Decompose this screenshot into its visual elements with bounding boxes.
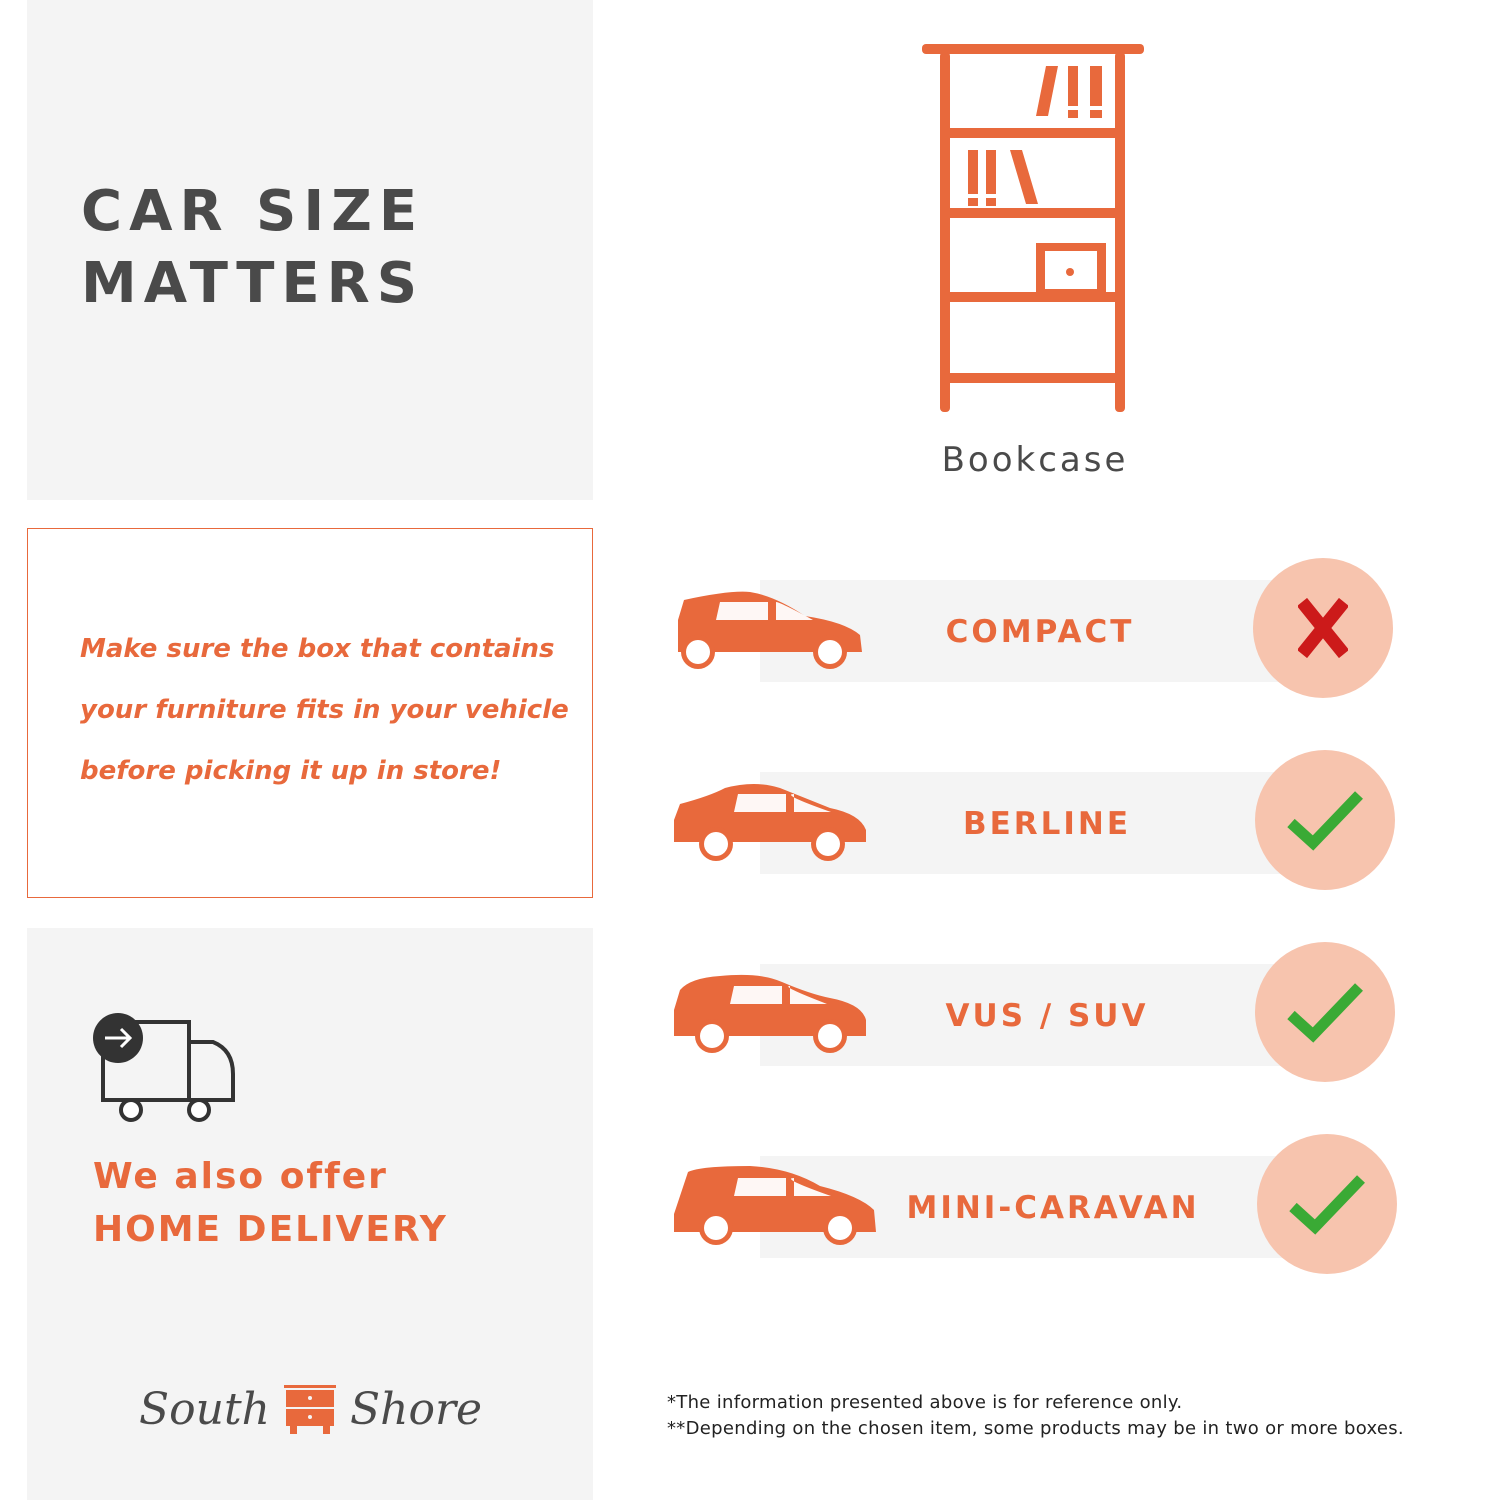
footnote: *The information presented above is for …	[667, 1392, 1183, 1413]
delivery-line-1: We also offer	[93, 1156, 388, 1197]
fits-indicator	[1257, 1134, 1397, 1274]
message-panel: Make sure the box that contains your fur…	[27, 528, 593, 898]
hatchback-car-icon	[678, 591, 862, 669]
vehicle-row: VUS / SUV	[670, 942, 1395, 1082]
title-line-2: MATTERS	[81, 251, 425, 316]
brand-name-part1: South	[139, 1383, 270, 1435]
message-line: your furniture fits in your vehicle	[80, 695, 569, 725]
delivery-text: We also offer HOME DELIVERY	[93, 1150, 448, 1256]
sedan-car-icon	[674, 784, 866, 861]
suv-car-icon	[674, 974, 866, 1053]
vehicle-label: COMPACT	[945, 614, 1135, 650]
delivery-truck-icon	[93, 1013, 235, 1122]
title-line-1: CAR SIZE	[81, 179, 425, 244]
delivery-line-2: HOME DELIVERY	[93, 1209, 448, 1250]
minivan-icon	[674, 1166, 876, 1245]
message-text: Make sure the box that contains your fur…	[80, 619, 569, 802]
checkmark-icon	[1287, 791, 1363, 851]
brand-name-part2: Shore	[350, 1383, 483, 1435]
footnote: **Depending on the chosen item, some pro…	[667, 1418, 1404, 1439]
message-line: Make sure the box that contains	[80, 634, 555, 664]
page-title: CAR SIZE MATTERS	[81, 176, 424, 320]
message-line: before picking it up in store!	[80, 756, 502, 786]
does-not-fit-indicator	[1253, 558, 1393, 698]
fits-indicator	[1255, 750, 1395, 890]
vehicle-label: BERLINE	[962, 806, 1132, 842]
bookcase-icon	[922, 44, 1144, 412]
brand-logo: South Shore	[139, 1383, 482, 1435]
vehicle-label: MINI-CARAVAN	[906, 1190, 1200, 1226]
footnotes: *The information presented above is for …	[667, 1390, 1404, 1442]
vehicle-row: COMPACT	[670, 558, 1393, 698]
checkmark-icon	[1289, 1175, 1365, 1235]
vehicle-row: MINI-CARAVAN	[670, 1134, 1397, 1274]
vehicle-row: BERLINE	[670, 750, 1395, 890]
fits-indicator	[1255, 942, 1395, 1082]
nightstand-icon	[284, 1385, 336, 1434]
checkmark-icon	[1287, 983, 1363, 1043]
title-panel: CAR SIZE MATTERS	[27, 0, 593, 500]
vehicle-label: VUS / SUV	[945, 998, 1149, 1034]
cross-icon	[1298, 598, 1348, 658]
delivery-panel: We also offer HOME DELIVERY South Shore	[27, 928, 593, 1500]
product-label: Bookcase	[941, 440, 1129, 480]
